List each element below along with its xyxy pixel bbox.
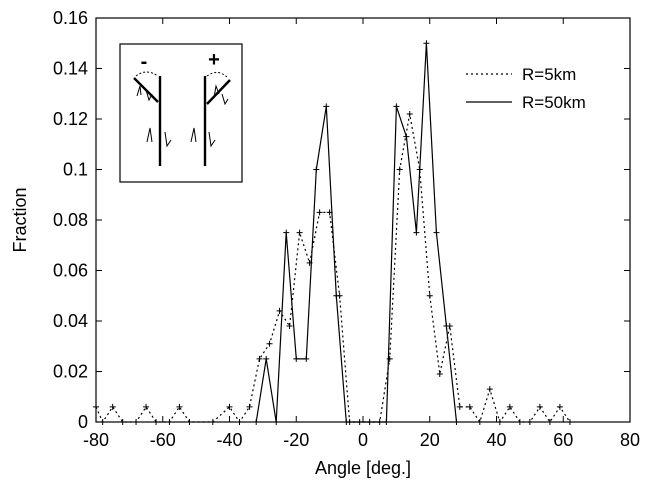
inset-frame [119, 43, 243, 183]
data-point-marker [286, 323, 293, 330]
data-point-marker [323, 103, 330, 110]
data-point-marker [386, 355, 393, 362]
data-point-marker [456, 403, 463, 410]
y-tick-label: 0.14 [53, 59, 88, 79]
data-point-marker [143, 403, 150, 410]
y-axis: 0 0.02 0.04 0.06 0.08 0.1 0.12 0.14 0.16 [53, 8, 630, 432]
data-point-marker [186, 419, 193, 425]
x-tick-label: 40 [486, 430, 506, 450]
data-point-marker [526, 419, 533, 425]
data-point-marker [236, 419, 243, 425]
x-axis-label: Angle [deg.] [315, 458, 411, 478]
data-point-marker [109, 403, 116, 410]
series-layer [93, 40, 573, 425]
data-point-marker [423, 40, 430, 47]
y-tick-label: 0.1 [63, 160, 88, 180]
data-point-marker [246, 403, 253, 410]
y-axis-label: Fraction [10, 187, 30, 252]
data-point-marker [396, 166, 403, 173]
inset-diagram: - + [119, 43, 243, 183]
data-point-marker [283, 229, 290, 236]
x-tick-label: 80 [620, 430, 640, 450]
data-point-marker [119, 419, 126, 425]
x-axis: -80 -60 -40 -20 0 20 40 60 80 [83, 18, 640, 450]
data-point-marker [263, 355, 270, 362]
data-point-marker [383, 419, 390, 425]
inset-plus-sign: + [208, 49, 220, 71]
inset-left-branch-arrows [136, 85, 153, 102]
data-point-marker [209, 419, 216, 425]
data-point-marker [99, 419, 106, 425]
x-tick-label: -80 [83, 430, 109, 450]
data-point-marker [153, 419, 160, 425]
data-point-marker [293, 355, 300, 362]
y-tick-label: 0.06 [53, 261, 88, 281]
data-point-marker [433, 229, 440, 236]
x-tick-label: 20 [420, 430, 440, 450]
y-tick-label: 0.16 [53, 8, 88, 28]
inset-left-arc [135, 71, 159, 77]
data-point-marker [273, 419, 280, 425]
y-tick-label: 0 [78, 412, 88, 432]
data-point-marker [256, 355, 263, 362]
data-point-marker [506, 403, 513, 410]
data-point-marker [546, 419, 553, 425]
x-tick-label: -60 [150, 430, 176, 450]
data-point-marker [443, 323, 450, 330]
data-point-marker [166, 419, 173, 425]
x-tick-label: 0 [358, 430, 368, 450]
data-point-marker [486, 386, 493, 393]
data-point-marker [133, 419, 140, 425]
data-point-marker [266, 340, 273, 347]
legend-label-r5km: R=5km [522, 65, 576, 84]
data-point-marker [316, 209, 323, 216]
inset-left-slip-arrows [146, 127, 172, 148]
data-point-marker [476, 419, 483, 425]
data-point-marker [516, 419, 523, 425]
y-tick-label: 0.12 [53, 109, 88, 129]
series-line-r50km [255, 42, 458, 423]
data-point-marker [303, 355, 310, 362]
data-point-marker [413, 229, 420, 236]
inset-minus-sign: - [141, 51, 148, 73]
data-point-marker [176, 403, 183, 410]
inset-right-branch-arrows [213, 84, 229, 106]
data-point-marker [343, 419, 350, 425]
legend: R=5km R=50km [466, 65, 586, 112]
data-point-marker [253, 419, 260, 425]
data-point-marker [466, 403, 473, 410]
data-point-marker [403, 133, 410, 140]
inset-right-slip-arrows [190, 127, 216, 148]
y-tick-label: 0.02 [53, 362, 88, 382]
data-point-marker [226, 403, 233, 410]
data-point-marker [496, 419, 503, 425]
data-point-marker [566, 419, 573, 425]
x-tick-label: -40 [216, 430, 242, 450]
data-point-marker [436, 371, 443, 378]
data-point-marker [296, 229, 303, 236]
data-point-marker [393, 103, 400, 110]
y-tick-label: 0.04 [53, 311, 88, 331]
data-point-marker [556, 403, 563, 410]
data-point-marker [536, 403, 543, 410]
data-point-marker [426, 292, 433, 299]
legend-label-r50km: R=50km [522, 93, 586, 112]
x-tick-label: 60 [553, 430, 573, 450]
data-point-marker [313, 166, 320, 173]
x-tick-label: -20 [283, 430, 309, 450]
inset-right-arc [206, 72, 229, 79]
data-point-marker [93, 403, 99, 410]
data-point-marker [453, 419, 460, 425]
y-tick-label: 0.08 [53, 210, 88, 230]
data-point-marker [333, 292, 340, 299]
data-point-marker [406, 110, 413, 117]
